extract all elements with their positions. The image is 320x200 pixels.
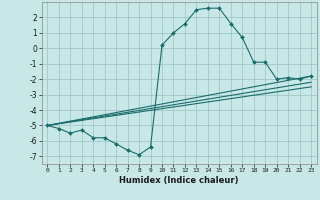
X-axis label: Humidex (Indice chaleur): Humidex (Indice chaleur) <box>119 176 239 185</box>
